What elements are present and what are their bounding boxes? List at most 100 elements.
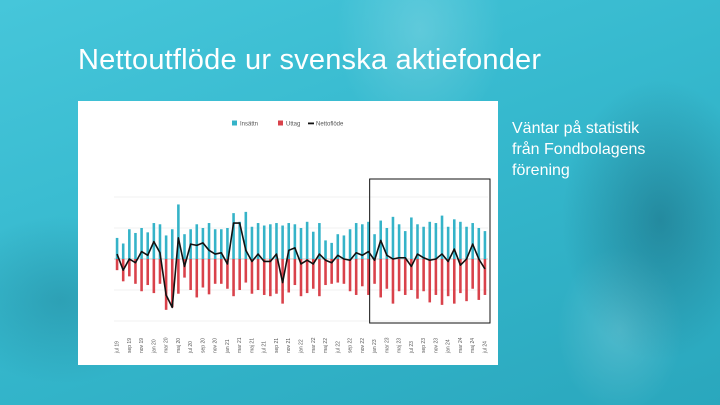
outflow-bar [367,259,370,295]
legend-swatch [232,120,237,126]
inflow-bar [281,225,284,259]
inflow-bar [220,229,223,259]
outflow-bar [385,259,389,289]
x-tick-label: maj 20 [176,338,182,353]
outflow-bar [483,259,487,295]
x-tick-label: maj 21 [249,338,255,353]
outflow-bar [361,259,364,287]
outflow-bar [146,259,150,286]
inflow-bars [115,204,487,259]
inflow-bar [226,228,229,259]
outflow-bars [115,259,487,310]
inflow-bar [250,226,254,259]
inflow-bar [269,224,272,259]
outflow-bar [324,259,327,286]
outflow-bar [170,259,174,308]
x-tick-label: sep 23 [421,338,427,353]
outflow-bar [128,259,131,277]
chart-card: jul 19 sep 19 nov 19 jan 20 mar 20 maj 20 jul … [78,101,498,365]
inflow-bar [311,231,315,259]
outflow-bar [330,259,333,284]
x-tick-label: mar 24 [458,337,464,353]
chart-svg: jul 19 sep 19 nov 19 jan 20 mar 20 maj 20 jul … [114,120,491,354]
outflow-bar [207,259,211,295]
outflow-bar [195,259,199,298]
inflow-bar [440,215,444,259]
outflow-bar [318,259,321,297]
inflow-bar [244,211,248,259]
outflow-bar [244,259,248,283]
outflow-bar [336,259,340,283]
outflow-bar [269,259,272,297]
outflow-bar [465,259,468,302]
inflow-bar [318,223,321,259]
inflow-bar [342,235,346,259]
x-tick-labels: jul 19 sep 19 nov 19 jan 20 mar 20 maj 20 jul … [115,337,489,354]
outflow-bar [305,259,309,294]
x-tick-label: jan 20 [151,339,157,354]
inflow-bar [471,223,474,259]
outflow-bar [403,259,407,295]
inflow-bar [262,225,266,259]
outflow-bar [189,259,192,290]
inflow-bar [293,224,297,259]
outflow-bar [422,259,425,292]
inflow-bar [330,242,333,259]
inflow-bar [367,221,370,259]
x-tick-label: mar 20 [164,337,170,353]
x-tick-label: maj 23 [397,338,403,353]
x-tick-label: jul 24 [482,341,488,354]
outflow-bar [452,259,456,304]
inflow-bar [256,223,260,259]
x-tick-label: jul 19 [115,341,121,354]
outflow-bar [115,259,119,271]
inflow-bar [422,226,425,259]
inflow-bar [299,228,303,259]
side-note-line-1: Väntar på statistik [512,120,640,137]
outflow-bar [140,259,143,292]
x-tick-label: nov 23 [433,338,439,353]
inflow-bar [391,216,395,259]
inflow-bar [397,224,401,259]
inflow-bar [385,228,389,259]
outflow-bar [275,259,278,294]
legend-swatch [278,120,283,126]
outflow-bar [391,259,395,304]
x-tick-label: nov 21 [286,338,292,353]
net-flow-line [116,222,486,309]
inflow-bar [238,221,241,259]
inflow-bar [348,229,352,259]
x-tick-label: sep 22 [348,338,354,353]
outflow-bar [373,259,376,284]
inflow-bar [195,224,199,259]
outflow-bar [379,259,382,298]
outflow-bar [459,259,462,294]
outflow-bar [428,259,432,303]
outflow-bar [293,259,297,286]
inflow-bar [410,217,413,259]
inflow-bar [446,226,450,259]
outflow-bar [311,259,315,289]
outflow-bar [134,259,137,284]
outflow-bar [158,259,162,284]
inflow-bar [164,235,168,259]
x-tick-label: nov 19 [139,338,145,353]
inflow-bar [146,232,150,259]
outflow-bar [226,259,229,289]
inflow-bar [403,231,407,259]
net-line-group [116,222,486,309]
x-tick-label: jan 24 [446,339,452,354]
inflow-bar [275,223,278,259]
inflow-bar [213,229,217,259]
outflow-bar [262,259,266,295]
outflow-bar [348,259,352,292]
outflow-bar [201,259,205,288]
x-tick-label: mar 21 [237,337,243,353]
inflow-bar [177,204,180,259]
inflow-bar [336,234,340,259]
x-tick-label: jul 23 [409,341,415,354]
x-tick-label: mar 22 [311,337,317,353]
chart-legend: Insättn Uttag Nettoflöde [232,120,344,128]
inflow-bar [434,223,438,259]
inflow-bar [170,229,174,259]
